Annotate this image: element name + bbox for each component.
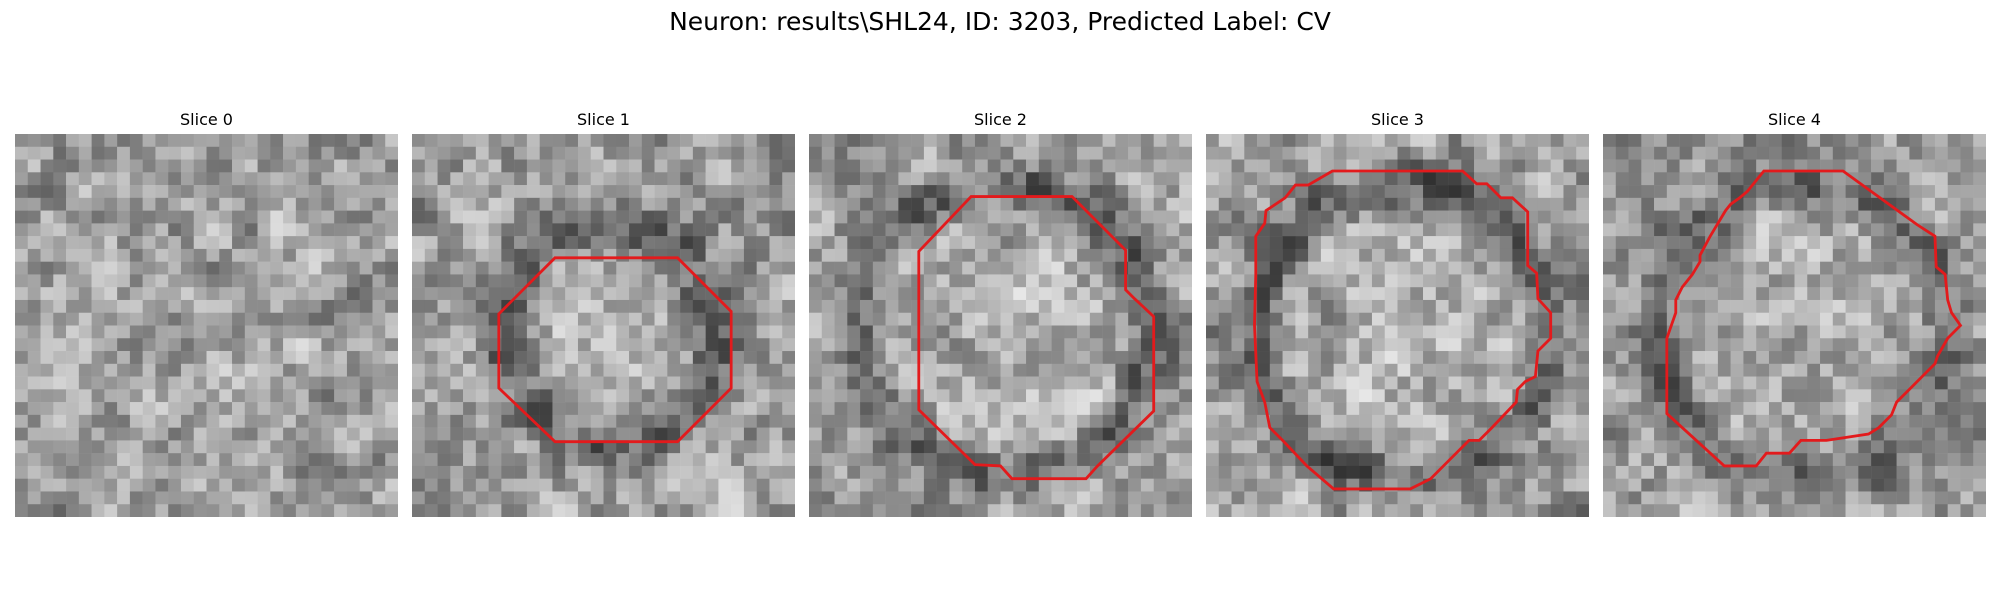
slice-image — [809, 134, 1192, 517]
figure-title: Neuron: results\SHL24, ID: 3203, Predict… — [669, 7, 1331, 36]
pixel-grid — [412, 134, 795, 517]
slice-image — [15, 134, 398, 517]
pixel-grid — [15, 134, 398, 517]
segmentation-contour — [1253, 169, 1553, 491]
slice-image — [412, 134, 795, 517]
slice-title: Slice 1 — [577, 110, 630, 129]
segmentation-contour — [497, 256, 733, 444]
segmentation-contour — [917, 195, 1156, 481]
slice-title: Slice 3 — [1371, 110, 1424, 129]
segmentation-contour — [1665, 169, 1963, 468]
slice-title: Slice 4 — [1768, 110, 1821, 129]
slice-title: Slice 0 — [180, 110, 233, 129]
pixel-grid — [809, 134, 1192, 517]
slice-image — [1206, 134, 1589, 517]
slice-title: Slice 2 — [974, 110, 1027, 129]
pixel-grid — [1603, 134, 1986, 517]
slice-image — [1603, 134, 1986, 517]
pixel-grid — [1206, 134, 1589, 517]
